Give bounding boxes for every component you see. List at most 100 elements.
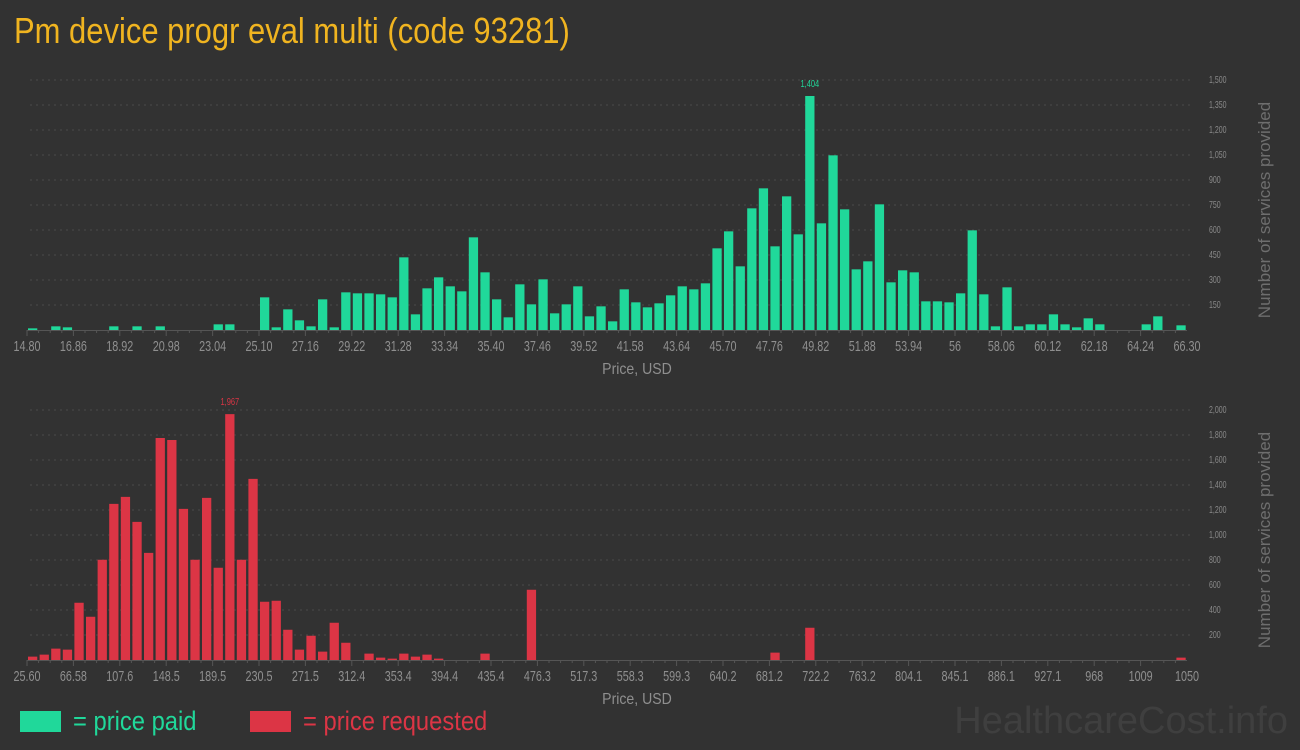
histogram-bar [376,657,386,660]
histogram-bar [202,497,212,660]
x-tick-label: 271.5 [292,667,319,684]
y-tick-label: 1,200 [1209,124,1227,136]
histogram-bar [283,629,293,660]
x-tick-label: 58.06 [988,337,1015,354]
histogram-bar [387,658,397,660]
x-tick-label: 43.64 [663,337,690,354]
histogram-bar [700,283,711,330]
histogram-bar [434,658,444,660]
histogram-bar [770,246,780,330]
x-tick-label: 64.24 [1127,337,1154,354]
histogram-bar [260,297,270,330]
histogram-bar [1002,287,1012,330]
legend-requested-swatch [250,711,291,732]
histogram-bar [213,324,223,330]
peak-value-label: 1,967 [220,396,239,407]
histogram-bar [550,313,560,330]
x-tick-label: 230.5 [246,667,273,684]
x-tick-label: 763.2 [849,667,876,684]
histogram-bar [480,653,490,660]
y-tick-label: 800 [1209,554,1221,566]
histogram-bar [387,297,397,330]
x-tick-label: 47.76 [756,337,783,354]
x-tick-label: 517.3 [570,667,597,684]
histogram-bar [979,294,989,330]
x-tick-label: 16.86 [60,337,87,354]
histogram-bar [86,616,96,660]
histogram-bar [318,651,328,660]
x-tick-label: 353.4 [385,667,412,684]
histogram-bar [422,288,432,330]
x-tick-label: 886.1 [988,667,1015,684]
x-axis-title: Price, USD [602,360,672,378]
histogram-bar [74,602,84,660]
histogram-bar [840,209,850,330]
x-tick-label: 927.1 [1034,667,1061,684]
y-tick-label: 1,400 [1209,479,1227,491]
histogram-bar [468,237,479,330]
histogram-bar [1176,325,1186,330]
histogram-bar [306,635,316,660]
histogram-bar [1025,324,1035,330]
histogram-bar [863,261,873,330]
histogram-bar [364,293,374,330]
x-tick-label: 189.5 [199,667,226,684]
histogram-bar [956,293,966,330]
histogram-bar [619,289,629,330]
y-tick-label: 900 [1209,174,1221,186]
histogram-bar [1176,657,1186,660]
x-tick-label: 56 [949,337,961,354]
x-tick-label: 435.4 [478,667,505,684]
y-tick-label: 750 [1209,199,1221,211]
histogram-bar [573,286,583,330]
histogram-bar [271,327,281,330]
y-tick-label: 1,350 [1209,99,1227,111]
y-tick-label: 150 [1209,299,1221,311]
histogram-bar [248,478,258,660]
y-tick-label: 1,000 [1209,529,1227,541]
x-axis-title: Price, USD [602,690,672,708]
histogram-bar [874,204,885,330]
histogram-bar [1083,318,1093,330]
x-tick-label: 558.3 [617,667,644,684]
histogram-bar [492,299,502,330]
histogram-bar [724,231,734,330]
histogram-bar [364,653,374,660]
histogram-bar [109,326,119,330]
x-tick-label: 722.2 [802,667,829,684]
histogram-bar [39,654,49,660]
x-tick-label: 25.60 [14,667,41,684]
y-tick-label: 400 [1209,604,1221,616]
y-tick-label: 1,600 [1209,454,1227,466]
histogram-bar [515,284,525,330]
y-tick-label: 600 [1209,579,1221,591]
x-tick-label: 37.46 [524,337,551,354]
histogram-bar [410,314,421,330]
histogram-bar [1153,316,1163,330]
histogram-bar [654,303,664,330]
x-tick-label: 476.3 [524,667,551,684]
histogram-bar [283,309,293,330]
histogram-bar [631,302,641,330]
histogram-bar [561,304,571,330]
histogram-bar [1060,324,1070,330]
histogram-bar [851,269,861,330]
histogram-bar [898,270,908,330]
histogram-bar [944,302,954,330]
legend-paid-swatch [20,711,61,732]
legend-paid: = price paid [20,706,213,737]
histogram-bar [294,649,305,660]
x-tick-label: 49.82 [802,337,829,354]
y-tick-label: 300 [1209,274,1221,286]
histogram-bar [399,257,409,330]
histogram-bar [805,627,815,660]
histogram-bar [805,96,815,330]
x-tick-label: 394.4 [431,667,458,684]
histogram-bar [967,230,977,330]
histogram-bar [503,317,513,330]
histogram-bar [608,321,618,330]
x-tick-label: 62.18 [1081,337,1108,354]
histogram-bar [352,293,363,330]
histogram-bar [666,295,676,330]
histogram-bar [677,286,687,330]
